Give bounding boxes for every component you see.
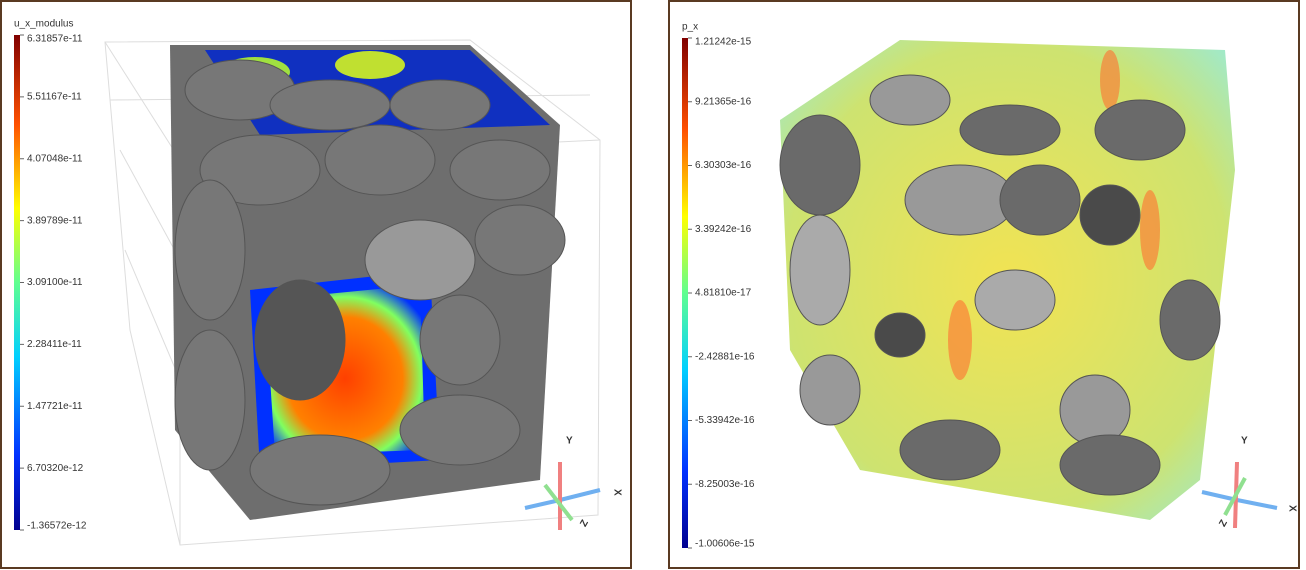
- colorbar-label: -2.42881e-16: [695, 351, 755, 362]
- colorbar-label: 3.39242e-16: [695, 224, 752, 235]
- volume-render: [779, 40, 1235, 520]
- axis-label: Z: [1217, 518, 1230, 529]
- colorbar-label: -8.25003e-16: [695, 479, 755, 490]
- axis-triad: Y X Z: [524, 436, 622, 530]
- colorbar-title: u_x_modulus: [14, 19, 73, 30]
- axis-label: X: [1286, 505, 1297, 512]
- colorbar-label: 9.21365e-16: [695, 96, 752, 107]
- colorbar-label: -1.00606e-15: [695, 539, 755, 550]
- colorbar-label: 4.07048e-11: [27, 153, 83, 164]
- colorbar-label: 2.28411e-11: [27, 339, 82, 350]
- axis-label: Y: [566, 436, 573, 447]
- colorbar-label: 3.89789e-11: [27, 215, 83, 226]
- colorbar-label: 6.70320e-12: [27, 463, 84, 474]
- volume-render: [104, 39, 601, 546]
- axis-triad: Y X Z: [1201, 436, 1297, 529]
- axis-label: Y: [1241, 436, 1248, 447]
- axis-label: X: [611, 489, 622, 496]
- colorbar-label: 5.51167e-11: [27, 92, 82, 103]
- colorbar-label: 1.47721e-11: [27, 401, 83, 412]
- colorbar-label: 1.21242e-15: [695, 37, 752, 48]
- colorbar-label: -5.33942e-16: [695, 415, 755, 426]
- colorbar-label: -1.36572e-12: [27, 521, 87, 532]
- colorbar-label: 6.31857e-11: [27, 34, 83, 45]
- colorbar: [682, 38, 688, 548]
- colorbar-title: p_x: [682, 22, 698, 33]
- colorbar-label: 3.09100e-11: [27, 277, 83, 288]
- colorbar: [14, 35, 20, 530]
- colorbar-label: 4.81810e-17: [695, 288, 752, 299]
- colorbar-label: 6.30303e-16: [695, 160, 752, 171]
- axis-label: Z: [578, 518, 591, 529]
